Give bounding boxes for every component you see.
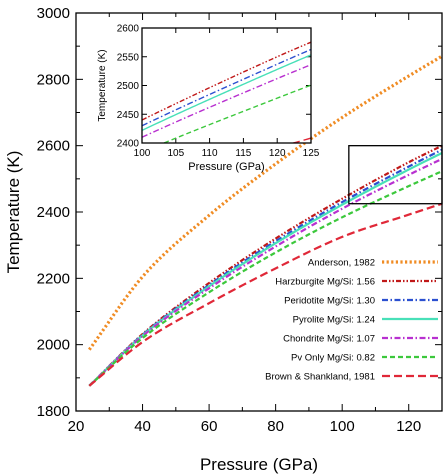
x-axis-label: Pressure (GPa) [200,455,318,474]
main-plot-frame [75,12,443,412]
series-line-0 [88,54,442,351]
inset-series-line-2 [142,48,311,127]
series-line-6 [88,202,442,387]
inset-y-tick-label: 2600 [117,24,140,35]
x-tick-label: 80 [267,418,284,435]
x-tick-label: 60 [201,418,218,435]
inset-x-tick-label: 115 [235,148,251,159]
series-line-5 [88,170,442,387]
zoom-box [348,145,443,205]
series-line-1 [88,144,442,387]
inset-plot-frame [141,27,312,144]
inset-y-axis-label: Temperature (K) [97,49,108,121]
legend-label: Chondrite Mg/Si: 1.07 [283,334,375,345]
inset-y-tick-label: 2500 [117,81,140,92]
inset-y-tick-label: 2550 [117,52,140,63]
y-tick-label: 2200 [37,270,70,287]
inset-y-tick-label: 2400 [117,139,140,150]
legend-label: Harzburgite Mg/Si: 1.56 [275,277,375,288]
legend-label: Peridotite Mg/Si: 1.30 [284,296,375,307]
series-line-3 [88,151,442,387]
inset-series-line-1 [142,41,311,121]
main-series-group [88,54,442,387]
y-tick-label: 2800 [37,71,70,88]
y-axis-label: Temperature (K) [4,151,23,274]
y-tick-label: 2400 [37,204,70,221]
inset-x-tick-label: 100 [134,148,151,159]
legend-label: Pv Only Mg/Si: 0.82 [291,353,375,364]
series-line-4 [88,157,442,387]
inset-x-tick-label: 125 [303,148,320,159]
x-tick-label: 100 [330,418,355,435]
x-tick-label: 40 [134,418,151,435]
inset-series-line-5 [162,84,311,143]
series-line-2 [88,148,442,387]
inset-background [142,28,311,143]
inset-x-tick-label: 110 [202,148,218,159]
y-tick-label: 3000 [37,5,70,22]
inset-y-tick-label: 2450 [117,110,140,121]
x-tick-label: 20 [68,418,85,435]
inset-x-tick-label: 105 [167,148,184,159]
x-tick-label: 120 [396,418,421,435]
inset-x-tick-label: 120 [269,148,286,159]
inset-series-group [142,41,311,143]
y-tick-label: 2000 [37,337,70,354]
legend-label: Brown & Shankland, 1981 [265,372,375,383]
legend-label: Anderson, 1982 [308,258,375,269]
legend-label: Pyrolite Mg/Si: 1.24 [293,315,375,326]
inset-x-axis-label: Pressure (GPa) [188,161,264,173]
y-tick-label: 2600 [37,138,70,155]
inset-series-line-4 [142,64,311,138]
y-tick-label: 1800 [37,403,70,420]
inset-series-line-3 [142,54,311,131]
